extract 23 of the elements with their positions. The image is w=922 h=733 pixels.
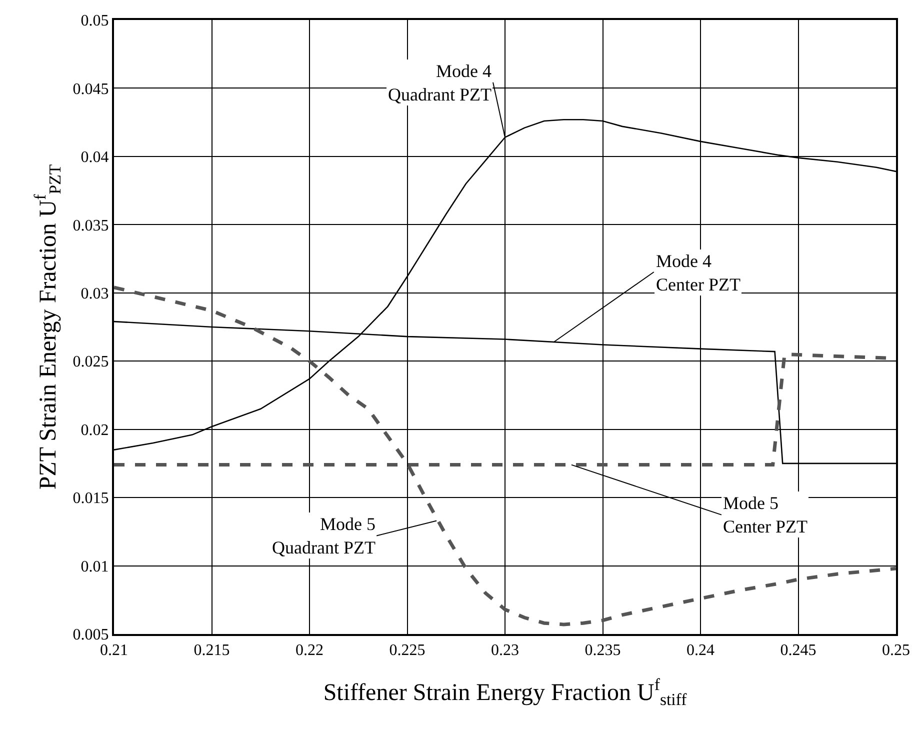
y-tick-label: 0.02 bbox=[80, 422, 109, 439]
y-tick-label: 0.04 bbox=[80, 149, 109, 166]
x-tick-label: 0.21 bbox=[100, 642, 128, 660]
x-tick-label: 0.245 bbox=[780, 642, 816, 660]
x-tick-label: 0.22 bbox=[296, 642, 324, 660]
y-tick-label: 0.025 bbox=[72, 354, 109, 371]
y-tick-label: 0.005 bbox=[72, 626, 109, 644]
x-tick-label: 0.225 bbox=[389, 642, 426, 660]
y-tick-label: 0.01 bbox=[80, 558, 109, 576]
x-tick-label: 0.25 bbox=[882, 642, 910, 660]
x-tick-label: 0.24 bbox=[686, 642, 714, 660]
annotation: Mode 4 Quadrant PZT bbox=[388, 61, 492, 104]
y-tick-label: 0.035 bbox=[72, 217, 109, 234]
x-tick-label: 0.235 bbox=[584, 642, 621, 660]
annotation: Mode 5 Center PZT bbox=[723, 493, 808, 536]
y-tick-label: 0.05 bbox=[80, 12, 109, 30]
x-tick-label: 0.23 bbox=[491, 642, 519, 660]
y-tick-label: 0.045 bbox=[72, 80, 109, 98]
y-tick-label: 0.015 bbox=[72, 490, 109, 508]
y-tick-label: 0.03 bbox=[80, 285, 109, 302]
annotation: Mode 4 Center PZT bbox=[656, 251, 740, 294]
x-tick-label: 0.215 bbox=[194, 642, 230, 660]
annotation: Mode 5 Quadrant PZT bbox=[272, 514, 376, 558]
